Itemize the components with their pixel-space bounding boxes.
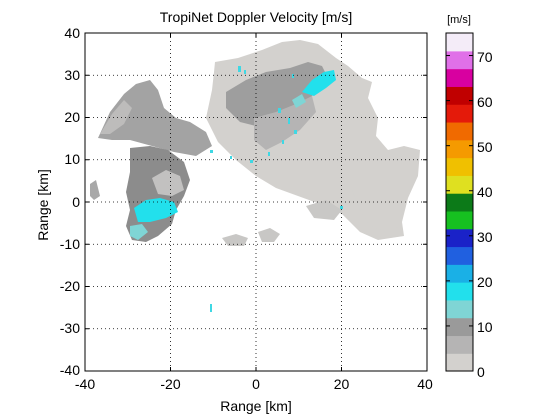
echo-speckles: [210, 66, 343, 312]
echo-core-south-west: [134, 198, 178, 222]
y-tick-label: 40: [64, 25, 80, 41]
colorbar-segment: [446, 264, 473, 283]
y-axis-label: Range [km]: [35, 169, 51, 241]
tick-marks: [84, 32, 428, 372]
colorbar-segment: [446, 246, 473, 265]
colorbar-segment: [446, 282, 473, 301]
colorbar-segment: [446, 33, 473, 52]
colorbar-frame: [445, 32, 474, 372]
echo-core-north-east: [302, 70, 336, 96]
colorbar-tick-label: 50: [477, 139, 493, 155]
x-tick-label: 0: [252, 376, 260, 392]
colorbar-tick-labels: 70 60 50 40 30 20 10 0: [477, 49, 493, 380]
colorbar-tick-label: 30: [477, 229, 493, 245]
echo-region-east-spur: [352, 152, 410, 232]
y-tick-label: 10: [64, 151, 80, 167]
y-tick-label: -30: [60, 320, 80, 336]
echo-core-south-west-fringe: [130, 224, 148, 240]
colorbar-segment: [446, 86, 473, 105]
echo-field: [90, 40, 420, 312]
colorbar-tick-marks: [446, 55, 473, 372]
echo-region-west-small: [90, 180, 100, 200]
colorbar-tick-label: 20: [477, 274, 493, 290]
echo-region-north-east-dark: [226, 62, 328, 126]
x-tick-label: -40: [75, 376, 95, 392]
colorbar-segment: [446, 353, 473, 372]
colorbar-segment: [446, 299, 473, 319]
colorbar-segment: [446, 210, 473, 230]
y-tick-label: 0: [72, 194, 80, 210]
colorbar-segment: [446, 50, 473, 70]
y-tick-label: 20: [64, 109, 80, 125]
echo-region-small-south-2: [258, 228, 280, 242]
y-tick-label: 30: [64, 67, 80, 83]
colorbar-tick-label: 60: [477, 94, 493, 110]
colorbar-segment: [446, 157, 473, 176]
colorbar-segment: [446, 175, 473, 194]
x-tick-labels: -40 -20 0 20 40: [75, 376, 433, 392]
colorbar-segment: [446, 139, 473, 159]
colorbar-segment: [446, 193, 473, 212]
colorbar-tick-label: 40: [477, 184, 493, 200]
colorbar: [446, 33, 473, 372]
colorbar-segment: [446, 68, 473, 87]
echo-region-north-west-light: [100, 100, 132, 134]
echo-region-north-east-mid: [254, 96, 316, 150]
echo-region-south-west-light: [152, 170, 184, 196]
x-axis-label: Range [km]: [220, 398, 292, 414]
grid: [85, 33, 427, 371]
echo-region-south-east: [306, 200, 342, 220]
echo-region-north-west: [98, 80, 212, 156]
y-tick-label: -40: [60, 362, 80, 378]
colorbar-tick-label: 70: [477, 49, 493, 65]
x-tick-label: 20: [334, 376, 350, 392]
echo-region-small-south: [222, 234, 248, 246]
y-tick-label: -20: [60, 278, 80, 294]
x-tick-label: -20: [160, 376, 180, 392]
colorbar-unit: [m/s]: [447, 14, 471, 26]
colorbar-segment: [446, 121, 473, 141]
colorbar-tick-label: 10: [477, 319, 493, 335]
colorbar-segment: [446, 335, 473, 354]
colorbar-segment: [446, 317, 473, 337]
colorbar-segment: [446, 104, 473, 123]
colorbar-tick-label: 0: [477, 364, 485, 380]
echo-core-north-east-fringe: [292, 94, 306, 108]
colorbar-segment: [446, 228, 473, 248]
chart-title: TropiNet Doppler Velocity [m/s]: [160, 9, 352, 25]
y-tick-label: -10: [60, 236, 80, 252]
x-tick-label: 40: [417, 376, 433, 392]
y-tick-labels: 40 30 20 10 0 -10 -20 -30 -40: [60, 25, 80, 378]
